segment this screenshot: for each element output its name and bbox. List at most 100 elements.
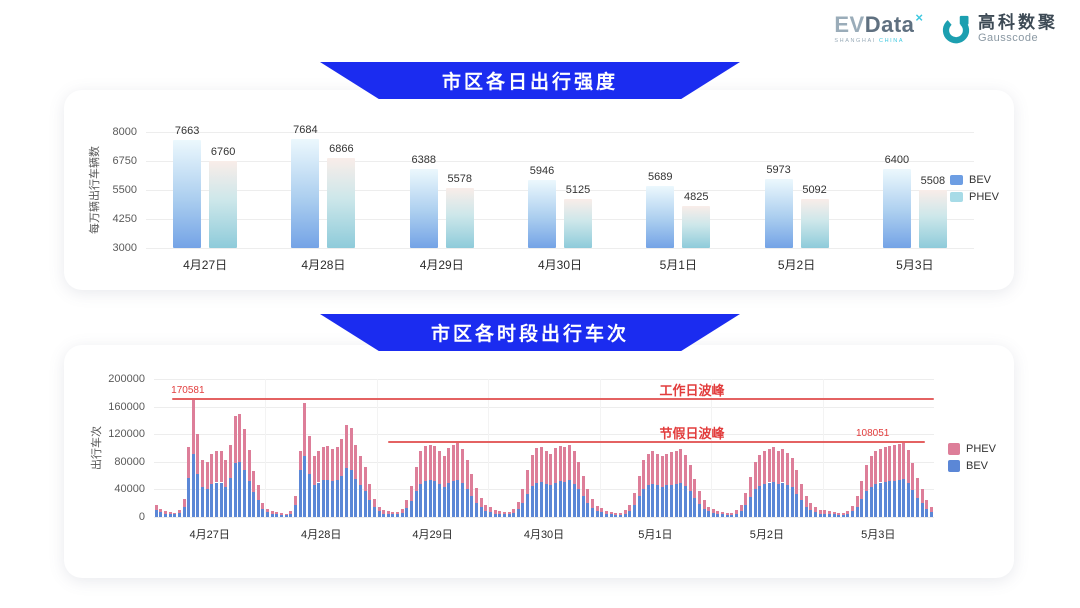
stacked-bar-bev	[228, 478, 232, 517]
stacked-bar-bev	[790, 487, 794, 517]
stacked-bar-bev	[930, 512, 934, 517]
x-axis-label: 5月3日	[896, 258, 934, 272]
stacked-bar-phev	[372, 499, 376, 508]
stacked-bar-phev	[725, 512, 729, 515]
stacked-bar-phev	[410, 485, 414, 502]
stacked-bar-bev	[321, 480, 325, 517]
stacked-bar-phev	[855, 496, 859, 507]
gridline	[154, 434, 934, 436]
stacked-bar-bev	[289, 513, 293, 517]
y-tick-label: 120000	[108, 428, 145, 441]
bar-bev	[173, 139, 202, 248]
stacked-bar-bev	[693, 497, 697, 517]
stacked-bar-phev	[563, 447, 567, 482]
stacked-bar-bev	[716, 513, 720, 517]
legend-item: BEV	[948, 460, 996, 472]
stacked-bar-bev	[772, 481, 776, 517]
stacked-bar-bev	[874, 483, 878, 517]
stacked-bar-phev	[781, 448, 785, 483]
x-axis-label: 5月2日	[777, 258, 816, 272]
stacked-bar-bev	[883, 481, 887, 517]
bar-phev	[445, 188, 474, 248]
stacked-bar-bev	[516, 509, 520, 517]
stacked-bar-phev	[577, 461, 581, 490]
day-separator	[488, 379, 490, 517]
stacked-bar-phev	[535, 448, 539, 483]
y-tick-label: 5500	[112, 184, 137, 196]
bar-bev	[646, 185, 675, 248]
stacked-bar-phev	[837, 512, 841, 515]
stacked-bar-phev	[600, 508, 604, 513]
y-axis-title-hourly: 出行车次	[91, 426, 103, 470]
legend-swatch	[948, 460, 960, 472]
bar-phev	[682, 205, 711, 248]
stacked-bar-bev	[507, 514, 511, 517]
bar-phev	[327, 158, 356, 248]
stacked-bar-phev	[586, 489, 590, 504]
stacked-bar-bev	[205, 488, 209, 517]
stacked-bar-phev	[242, 428, 246, 471]
stacked-bar-bev	[233, 463, 237, 517]
stacked-bar-phev	[897, 443, 901, 481]
bar-value-label: 5092	[802, 184, 827, 197]
stacked-bar-phev	[892, 445, 896, 482]
stacked-bar-bev	[674, 483, 678, 517]
stacked-bar-bev	[651, 483, 655, 517]
stacked-bar-phev	[786, 452, 790, 485]
stacked-bar-bev	[210, 483, 214, 517]
stacked-bar-phev	[628, 504, 632, 511]
x-axis-label: 4月28日	[301, 258, 346, 272]
stacked-bar-phev	[888, 445, 892, 482]
stacked-bar-phev	[883, 447, 887, 482]
stacked-bar-phev	[196, 433, 200, 474]
stacked-bar-phev	[567, 444, 571, 481]
gridline	[146, 132, 974, 133]
card-hourly-trips: 出行车次 0 40000 80000 120000 160000 200000 4月27日 4…	[64, 345, 1014, 578]
stacked-bar-phev	[702, 500, 706, 509]
stacked-bar-bev	[526, 493, 530, 517]
stacked-bar-phev	[930, 507, 934, 513]
stacked-bar-phev	[423, 445, 427, 482]
peak-reference-label: 工作日波峰	[659, 383, 725, 399]
stacked-bar-phev	[377, 506, 381, 512]
stacked-bar-phev	[498, 511, 502, 515]
stacked-bar-phev	[335, 447, 339, 481]
stacked-bar-phev	[911, 463, 915, 491]
stacked-bar-phev	[419, 451, 423, 484]
bar-value-label: 6400	[884, 154, 910, 167]
stacked-bar-phev	[507, 512, 511, 515]
stacked-bar-phev	[646, 453, 650, 486]
stacked-bar-bev	[679, 483, 683, 517]
stacked-bar-bev	[800, 500, 804, 517]
gridline	[154, 517, 934, 518]
stacked-bar-bev	[331, 481, 335, 517]
stacked-bar-phev	[326, 445, 330, 480]
stacked-bar-bev	[869, 486, 873, 517]
stacked-bar-phev	[549, 453, 553, 486]
stacked-bar-bev	[386, 514, 390, 517]
stacked-bar-bev	[275, 514, 279, 517]
stacked-bar-bev	[215, 482, 219, 517]
stacked-bar-bev	[855, 506, 859, 517]
peak-value-label: 170581	[171, 385, 205, 397]
stacked-bar-bev	[725, 514, 729, 517]
stacked-bar-phev	[321, 447, 325, 481]
stacked-bar-bev	[697, 503, 701, 517]
stacked-bar-bev	[581, 496, 585, 517]
stacked-bar-phev	[205, 462, 209, 489]
day-separator	[599, 379, 601, 517]
legend-item: PHEV	[948, 443, 996, 455]
stacked-bar-phev	[851, 505, 855, 512]
stacked-bar-phev	[447, 448, 451, 483]
stacked-bar-phev	[307, 436, 311, 475]
stacked-bar-bev	[762, 483, 766, 517]
bar-value-label: 4825	[684, 190, 709, 203]
stacked-bar-bev	[739, 510, 743, 517]
stacked-bar-phev	[224, 459, 228, 487]
stacked-bar-phev	[753, 461, 757, 490]
stacked-bar-phev	[173, 512, 177, 515]
stacked-bar-phev	[878, 448, 882, 483]
stacked-bar-phev	[451, 445, 455, 482]
y-tick-label: 80000	[114, 455, 145, 468]
bar-value-label: 5973	[766, 164, 791, 177]
